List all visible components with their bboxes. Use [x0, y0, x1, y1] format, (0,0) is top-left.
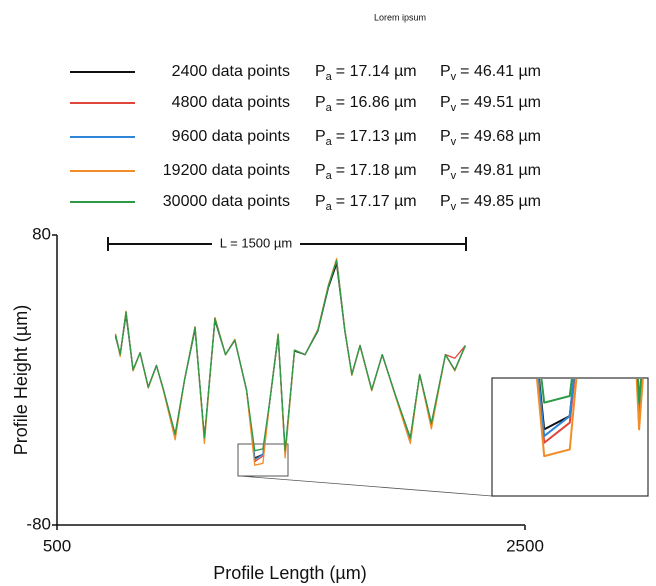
series-line [114, 259, 466, 461]
stat-symbol: P [440, 193, 451, 210]
stat-symbol: P [440, 94, 451, 111]
stat-text: = 49.68 µm [460, 128, 541, 145]
stat-text: = 46.41 µm [460, 63, 541, 80]
legend-stat: Pv = 49.81 µm [440, 162, 541, 182]
series-line [114, 259, 466, 463]
legend-stat: Pa = 17.18 µm [315, 162, 417, 182]
x-tick-label: 500 [43, 536, 71, 555]
stat-symbol: P [440, 162, 451, 179]
stat-symbol: P [315, 162, 326, 179]
legend-label: 19200 data points [163, 162, 290, 179]
legend-label: 9600 data points [172, 128, 290, 145]
stat-text: = 49.51 µm [460, 94, 541, 111]
series-line [114, 259, 466, 452]
stat-symbol: P [315, 63, 326, 80]
zoom-connector [239, 475, 493, 497]
y-tick-label: -80 [26, 514, 51, 533]
y-tick-label: 80 [32, 224, 51, 243]
stat-sub: v [451, 71, 457, 83]
stat-sub: a [326, 102, 333, 114]
stat-sub: v [451, 102, 457, 114]
legend-stat: Pv = 49.68 µm [440, 128, 541, 148]
stat-sub: a [326, 201, 333, 213]
legend-stat: Pv = 49.85 µm [440, 193, 541, 213]
x-axis-label: Profile Length (µm) [213, 563, 366, 583]
stat-sub: v [451, 136, 457, 148]
stat-symbol: P [440, 63, 451, 80]
stat-text: = 49.85 µm [460, 193, 541, 210]
stat-text: = 16.86 µm [336, 94, 417, 111]
legend-stat: Pa = 17.17 µm [315, 193, 417, 213]
legend-stat: Pa = 16.86 µm [315, 94, 417, 114]
stat-text: = 49.81 µm [460, 162, 541, 179]
legend-label: 4800 data points [172, 94, 290, 111]
chart-title: Lorem ipsum [374, 12, 426, 22]
legend-label: 30000 data points [163, 193, 290, 210]
legend-label: 2400 data points [172, 63, 290, 80]
stat-symbol: P [315, 128, 326, 145]
annotation: L = 1500 µm [220, 235, 292, 250]
stat-sub: a [326, 136, 333, 148]
legend-stat: Pv = 49.51 µm [440, 94, 541, 114]
stat-text: = 17.13 µm [336, 128, 417, 145]
stat-text: = 17.14 µm [336, 63, 417, 80]
legend-stat: Pa = 17.14 µm [315, 63, 417, 83]
stat-sub: v [451, 170, 457, 182]
stat-sub: a [326, 170, 333, 182]
stat-text: = 17.18 µm [336, 162, 417, 179]
legend-stat: Pv = 46.41 µm [440, 63, 541, 83]
legend-stat: Pa = 17.13 µm [315, 128, 417, 148]
stat-sub: v [451, 201, 457, 213]
series-line [114, 257, 466, 466]
stat-text: = 17.17 µm [336, 193, 417, 210]
stat-symbol: P [315, 193, 326, 210]
y-axis-label: Profile Height (µm) [11, 305, 31, 455]
x-tick-label: 2500 [506, 536, 544, 555]
stat-symbol: P [440, 128, 451, 145]
stat-symbol: P [315, 94, 326, 111]
length-bar [107, 237, 467, 251]
stat-sub: a [326, 71, 333, 83]
